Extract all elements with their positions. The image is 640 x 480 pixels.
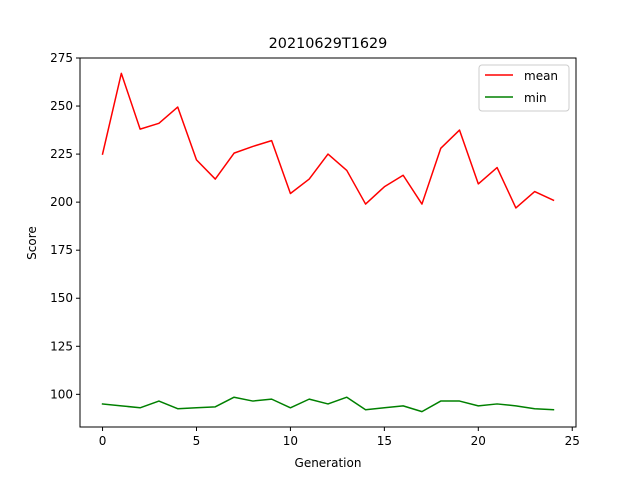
legend-label-mean: mean [524,69,558,83]
y-tick-label: 200 [50,195,73,209]
x-tick-label: 15 [377,434,392,448]
y-tick-label: 125 [50,339,73,353]
x-tick-label: 20 [471,434,486,448]
y-tick-label: 225 [50,147,73,161]
x-tick-label: 10 [283,434,298,448]
legend: mean min [478,64,570,112]
y-tick-label: 150 [50,291,73,305]
x-axis-label: Generation [295,456,362,470]
plot-area: 0 5 10 15 20 25 100 125 150 175 200 225 250 275 [50,51,580,448]
series-line-min [101,396,555,413]
x-tick-label: 0 [99,434,107,448]
y-tick-label: 250 [50,99,73,113]
y-axis-label: Score [25,226,39,260]
series-line-mean [101,72,555,209]
x-tick-label: 5 [193,434,201,448]
legend-box [478,64,570,112]
plot-frame [79,57,577,428]
legend-label-min: min [524,91,547,105]
y-tick-label: 100 [50,387,73,401]
x-tick-label: 25 [565,434,580,448]
chart-title: 20210629T1629 [269,36,388,52]
y-tick-label: 275 [50,51,73,65]
y-tick-label: 175 [50,243,73,257]
